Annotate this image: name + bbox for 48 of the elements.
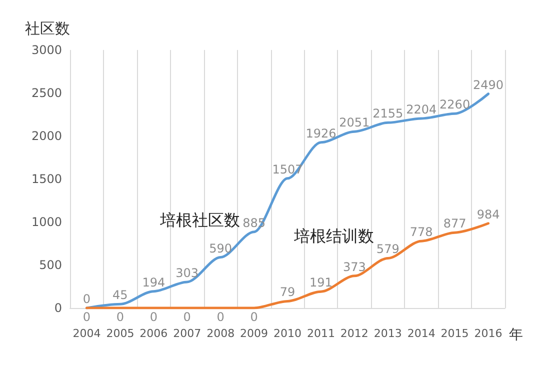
x-tick-label: 2014 xyxy=(407,327,436,340)
x-tick-label: 2006 xyxy=(140,327,168,340)
x-tick-label: 2012 xyxy=(340,327,368,340)
data-label: 877 xyxy=(443,216,466,231)
x-tick-label: 2016 xyxy=(474,327,502,340)
x-tick-label: 2015 xyxy=(440,327,469,340)
data-label: 778 xyxy=(410,225,433,240)
data-label: 79 xyxy=(280,285,296,300)
data-label: 45 xyxy=(112,288,128,302)
data-label: 194 xyxy=(142,275,166,290)
data-label: 590 xyxy=(209,241,232,256)
y-tick-label: 2500 xyxy=(31,86,62,100)
x-tick-label: 2005 xyxy=(106,327,134,340)
data-label: 2204 xyxy=(406,102,437,116)
data-label: 2260 xyxy=(440,98,470,112)
y-tick-label: 500 xyxy=(39,258,62,272)
data-label: 2490 xyxy=(472,78,504,92)
data-label: 303 xyxy=(176,266,199,280)
data-label: 0 xyxy=(216,310,224,324)
x-tick-label: 2011 xyxy=(306,327,335,340)
data-label: 579 xyxy=(376,242,400,256)
y-tick-label: 1500 xyxy=(31,172,62,186)
x-tick-label: 2010 xyxy=(274,327,302,340)
x-tick-label: 2013 xyxy=(374,327,402,340)
data-label: 984 xyxy=(476,207,500,222)
x-tick-label: 2007 xyxy=(173,327,202,340)
x-tick-label: 2004 xyxy=(72,327,101,340)
data-label: 373 xyxy=(342,260,366,274)
y-tick-label: 1000 xyxy=(31,215,62,229)
data-label: 1926 xyxy=(306,126,336,140)
y-tick-label: 0 xyxy=(54,301,62,315)
data-label: 0 xyxy=(116,310,124,324)
data-label: 0 xyxy=(150,310,158,324)
x-axis-title: 年 xyxy=(509,327,523,343)
data-label: 2155 xyxy=(372,106,404,121)
x-tick-label: 2008 xyxy=(206,327,235,340)
data-label: 191 xyxy=(310,276,332,290)
y-tick-label: 2000 xyxy=(31,129,62,143)
data-label: 0 xyxy=(82,292,91,306)
data-label: 0 xyxy=(250,310,258,324)
y-axis-title: 社区数 xyxy=(25,20,70,38)
x-tick-label: 2009 xyxy=(240,327,268,340)
data-label: 0 xyxy=(183,310,191,324)
series-label: 培根结训数 xyxy=(292,226,374,246)
data-label: 0 xyxy=(82,310,91,324)
data-label: 2051 xyxy=(339,116,370,130)
series-label: 培根社区数 xyxy=(159,210,240,230)
y-tick-label: 3000 xyxy=(31,43,62,57)
